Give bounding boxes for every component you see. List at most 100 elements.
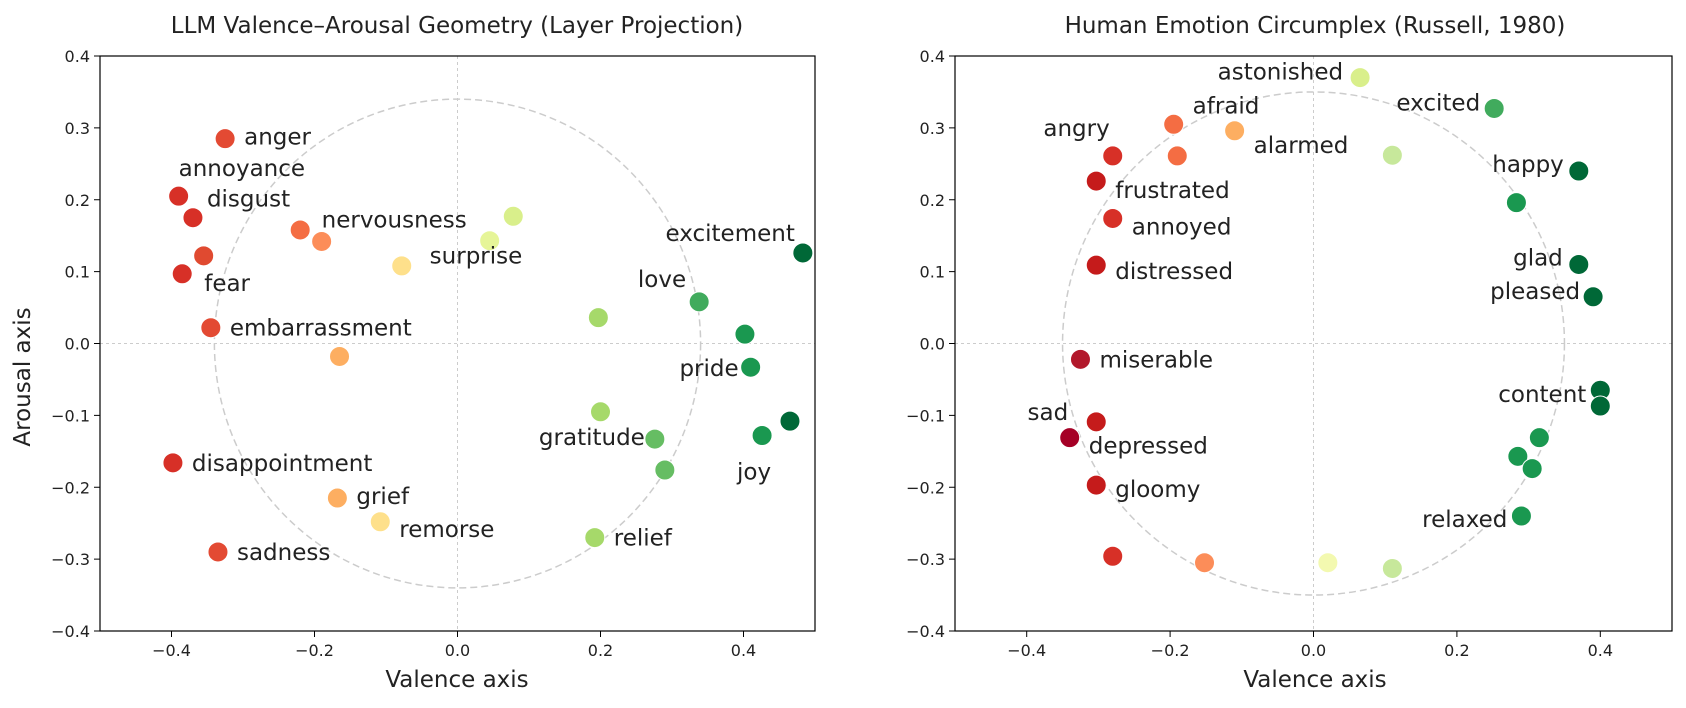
- point-label: gratitude: [539, 425, 645, 451]
- point-label: pride: [679, 356, 738, 382]
- y-tick-label: −0.4: [51, 622, 90, 641]
- data-point: [168, 185, 190, 207]
- point-label: content: [1498, 382, 1586, 408]
- point-label: gloomy: [1115, 477, 1200, 503]
- data-point: [1224, 120, 1246, 142]
- point-label: nervousness: [322, 207, 467, 233]
- y-axis-label: Arousal axis: [10, 307, 36, 446]
- data-point: [479, 230, 501, 252]
- data-point: [1194, 552, 1216, 574]
- point-label: love: [638, 267, 686, 293]
- data-point: [740, 356, 762, 378]
- y-tick-label: 0.4: [65, 47, 90, 66]
- data-point: [1483, 97, 1505, 119]
- y-tick-label: −0.3: [51, 550, 90, 569]
- y-tick-label: −0.1: [906, 406, 945, 425]
- data-point: [326, 487, 348, 509]
- point-label: joy: [736, 460, 771, 486]
- data-point: [734, 323, 756, 345]
- data-point: [1085, 474, 1107, 496]
- data-point: [1102, 207, 1124, 229]
- y-tick-label: 0.0: [65, 335, 90, 354]
- point-label: excited: [1396, 90, 1480, 116]
- data-point: [391, 255, 413, 277]
- point-label: grief: [356, 484, 410, 510]
- data-point: [792, 242, 814, 264]
- x-tick-label: −0.4: [152, 641, 191, 660]
- data-point: [1568, 253, 1590, 275]
- data-point: [182, 207, 204, 229]
- data-point: [1568, 160, 1590, 182]
- y-tick-label: −0.3: [906, 550, 945, 569]
- x-tick-label: 0.0: [1301, 641, 1326, 660]
- point-label: surprise: [430, 244, 523, 270]
- x-tick-label: 0.2: [1444, 641, 1469, 660]
- data-point: [162, 452, 184, 474]
- point-label: astonished: [1218, 60, 1343, 86]
- data-point: [1163, 113, 1185, 135]
- y-tick-label: −0.1: [51, 406, 90, 425]
- data-point: [1381, 557, 1403, 579]
- data-point: [171, 263, 193, 285]
- data-point: [1102, 545, 1124, 567]
- y-tick-label: 0.2: [65, 191, 90, 210]
- point-label: fear: [204, 271, 250, 297]
- panel-human-circumplex: Human Emotion Circumplex (Russell, 1980)…: [906, 13, 1673, 693]
- x-axis-label: Valence axis: [1243, 667, 1386, 693]
- data-point: [200, 317, 222, 339]
- y-tick-label: 0.4: [920, 47, 945, 66]
- panel-title: LLM Valence–Arousal Geometry (Layer Proj…: [171, 13, 743, 39]
- x-tick-label: 0.0: [445, 641, 470, 660]
- data-point: [1166, 145, 1188, 167]
- point-label: miserable: [1099, 347, 1213, 373]
- point-label: glad: [1513, 245, 1563, 271]
- data-point: [1381, 144, 1403, 166]
- data-point: [1069, 348, 1091, 370]
- x-tick-label: −0.4: [1007, 641, 1046, 660]
- data-point: [193, 245, 215, 267]
- y-tick-label: −0.2: [906, 478, 945, 497]
- point-label: anger: [244, 125, 311, 151]
- point-label: embarrassment: [230, 316, 412, 342]
- y-tick-label: 0.2: [920, 191, 945, 210]
- data-point: [1085, 254, 1107, 276]
- x-tick-label: 0.4: [731, 641, 756, 660]
- data-point: [1085, 170, 1107, 192]
- y-tick-label: 0.1: [920, 263, 945, 282]
- y-tick-label: 0.3: [65, 119, 90, 138]
- y-tick-label: 0.0: [920, 335, 945, 354]
- data-point: [590, 401, 611, 423]
- y-tick-label: −0.4: [906, 622, 945, 641]
- y-tick-label: −0.2: [51, 478, 90, 497]
- point-label: sad: [1028, 400, 1069, 426]
- data-point: [1582, 286, 1604, 308]
- data-point: [1505, 192, 1527, 214]
- data-point: [1085, 411, 1107, 433]
- data-point: [1059, 427, 1081, 449]
- y-tick-label: 0.3: [920, 119, 945, 138]
- point-label: excitement: [666, 221, 795, 247]
- data-point: [584, 527, 606, 549]
- x-tick-label: −0.2: [295, 641, 334, 660]
- data-point: [688, 291, 710, 313]
- point-label: annoyance: [179, 156, 305, 182]
- data-point: [587, 307, 609, 329]
- x-tick-label: 0.2: [588, 641, 613, 660]
- point-label: frustrated: [1115, 178, 1229, 204]
- data-point: [1510, 505, 1532, 527]
- point-label: disgust: [207, 187, 290, 213]
- data-point: [1102, 145, 1124, 167]
- panel-llm-geometry: LLM Valence–Arousal Geometry (Layer Proj…: [10, 13, 816, 693]
- reference-circle: [1061, 91, 1566, 596]
- data-point: [1507, 445, 1529, 467]
- data-point: [214, 128, 236, 150]
- point-label: angry: [1043, 116, 1109, 142]
- data-point: [1521, 458, 1543, 480]
- data-point: [502, 205, 524, 227]
- point-label: sadness: [237, 540, 330, 566]
- panel-title: Human Emotion Circumplex (Russell, 1980): [1065, 13, 1566, 39]
- point-label: disappointment: [192, 451, 372, 477]
- data-point: [1528, 427, 1550, 449]
- reference-circle: [213, 98, 702, 589]
